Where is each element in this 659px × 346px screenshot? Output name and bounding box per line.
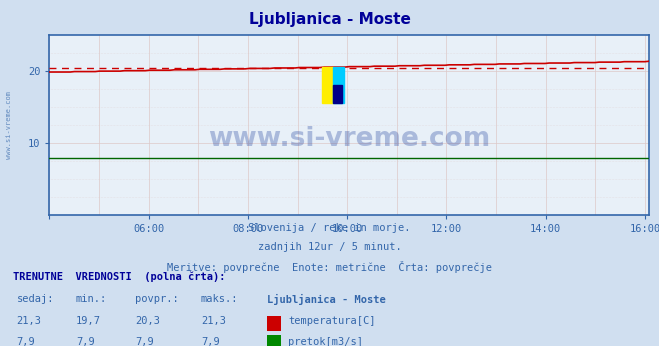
Text: temperatura[C]: temperatura[C]: [288, 316, 376, 326]
Text: 7,9: 7,9: [76, 337, 94, 346]
Text: 7,9: 7,9: [201, 337, 219, 346]
Text: 20,3: 20,3: [135, 316, 160, 326]
Text: 7,9: 7,9: [16, 337, 35, 346]
Bar: [333, 67, 344, 103]
Text: 7,9: 7,9: [135, 337, 154, 346]
Bar: [333, 85, 342, 103]
Text: maks.:: maks.:: [201, 294, 239, 304]
Text: Meritve: povprečne  Enote: metrične  Črta: povprečje: Meritve: povprečne Enote: metrične Črta:…: [167, 261, 492, 273]
Text: Ljubljanica - Moste: Ljubljanica - Moste: [267, 294, 386, 305]
Text: 21,3: 21,3: [201, 316, 226, 326]
Text: 19,7: 19,7: [76, 316, 101, 326]
Bar: [322, 67, 333, 103]
Text: TRENUTNE  VREDNOSTI  (polna črta):: TRENUTNE VREDNOSTI (polna črta):: [13, 272, 225, 282]
Text: pretok[m3/s]: pretok[m3/s]: [288, 337, 363, 346]
Text: www.si-vreme.com: www.si-vreme.com: [5, 91, 12, 158]
Text: povpr.:: povpr.:: [135, 294, 179, 304]
Text: zadnjih 12ur / 5 minut.: zadnjih 12ur / 5 minut.: [258, 242, 401, 252]
Text: min.:: min.:: [76, 294, 107, 304]
Text: sedaj:: sedaj:: [16, 294, 54, 304]
Text: www.si-vreme.com: www.si-vreme.com: [208, 126, 490, 152]
Text: Ljubljanica - Moste: Ljubljanica - Moste: [248, 12, 411, 27]
Text: Slovenija / reke in morje.: Slovenija / reke in morje.: [248, 223, 411, 233]
Text: 21,3: 21,3: [16, 316, 42, 326]
